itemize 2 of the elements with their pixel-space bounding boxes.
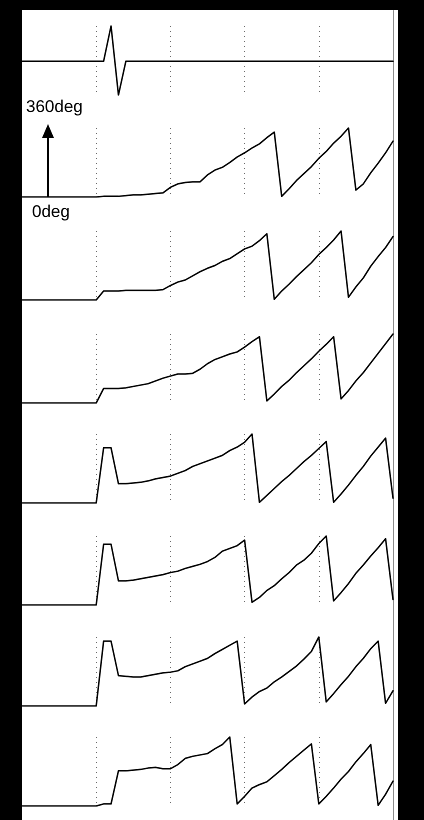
text: 0deg bbox=[32, 202, 70, 221]
text: 360deg bbox=[26, 97, 83, 116]
